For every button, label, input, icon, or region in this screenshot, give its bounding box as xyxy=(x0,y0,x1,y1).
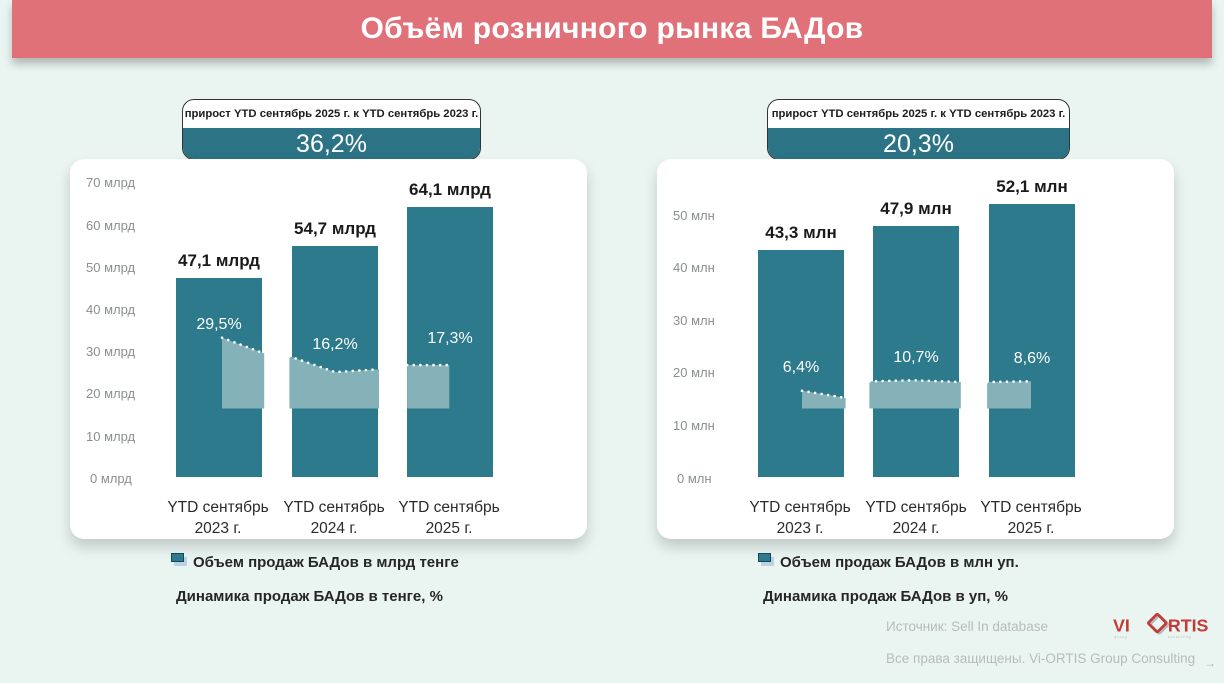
svg-text:VI: VI xyxy=(1113,616,1130,636)
svg-text:RTIS: RTIS xyxy=(1168,616,1209,636)
svg-text:consulting: consulting xyxy=(1168,635,1192,639)
svg-text:group: group xyxy=(1114,635,1128,639)
